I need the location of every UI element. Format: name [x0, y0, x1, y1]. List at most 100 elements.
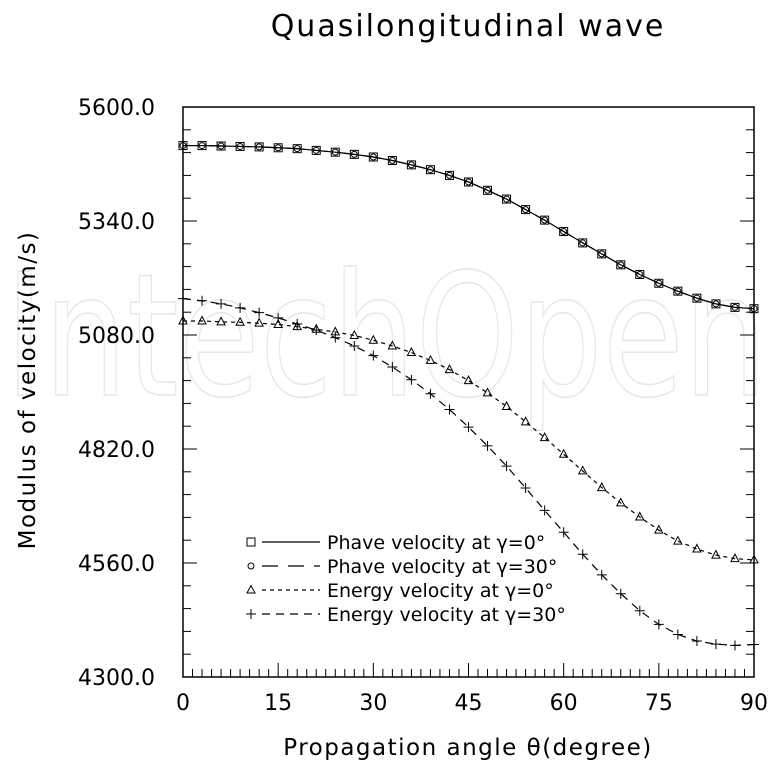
series-3-point: [692, 543, 702, 553]
series-4-point: [653, 619, 664, 630]
series-1-point: [654, 278, 664, 288]
series-1-point: [673, 286, 683, 296]
series-3-point: [615, 497, 626, 507]
series-2-point: [522, 206, 530, 214]
series-2-point: [407, 161, 415, 169]
legend: Phave velocity at γ=0°Phave velocity at …: [246, 532, 566, 626]
series-1-point: [730, 302, 740, 312]
series-2-point: [617, 261, 625, 269]
series-3-point: [749, 554, 759, 564]
series-4-point: [387, 362, 398, 373]
series-4-point: [672, 629, 683, 640]
series-4-point: [178, 293, 188, 304]
series-3-point: [292, 321, 303, 331]
series-2-point: [198, 142, 206, 150]
series-4-point: [368, 350, 379, 361]
series-1-point: [387, 155, 397, 165]
legend-label-1: Phave velocity at γ=0°: [327, 532, 545, 554]
series-2-point: [369, 153, 377, 161]
series-2-point: [579, 239, 587, 247]
y-tick-label: 4560.0: [78, 552, 155, 577]
series-3-point: [387, 340, 398, 350]
series-2-point: [598, 250, 606, 258]
series-3-point: [425, 354, 436, 364]
series-4-point: [197, 295, 208, 306]
series-4-point: [634, 605, 645, 616]
series-3-point: [673, 535, 683, 545]
series-2-point: [655, 279, 663, 287]
series-4-point: [596, 569, 607, 580]
series-4-point: [615, 588, 626, 599]
x-tick-label: 90: [740, 691, 768, 716]
series-1-point: [578, 238, 588, 248]
series-2-point: [445, 171, 453, 179]
series-1-point: [483, 185, 493, 195]
series-2-point: [636, 270, 644, 278]
series-1-point: [711, 299, 721, 309]
series-2-point: [426, 166, 434, 174]
series-3-point: [653, 524, 664, 534]
legend-marker-4: [246, 609, 256, 619]
series-4-point: [406, 374, 417, 385]
legend-marker-2: [247, 562, 255, 570]
series-2-point: [731, 303, 739, 311]
series-4-point: [691, 636, 702, 647]
series-2-point: [350, 150, 358, 158]
legend-marker-3: [246, 584, 256, 594]
series-4-point: [482, 440, 493, 451]
series-4-point: [311, 325, 322, 336]
series-2-point: [750, 305, 758, 313]
series-2-point: [674, 287, 682, 295]
x-tick-label: 60: [550, 691, 578, 716]
series-4-point: [349, 340, 360, 351]
series-3-point: [539, 432, 550, 442]
series-4-point: [292, 319, 303, 330]
series-3-point: [520, 416, 531, 426]
series-1-point: [540, 215, 550, 225]
series-4-point: [273, 312, 284, 323]
series-2-point: [217, 142, 225, 150]
series-1-point: [559, 227, 569, 237]
series-3-point: [235, 316, 245, 326]
y-tick-label: 4820.0: [78, 438, 155, 463]
series-4-point: [425, 388, 436, 399]
series-3-point: [368, 334, 379, 344]
x-tick-label: 45: [455, 691, 483, 716]
series-2-point: [503, 195, 511, 203]
series-4-point: [749, 639, 759, 650]
series-3-point: [596, 482, 607, 492]
series-2-point: [293, 145, 301, 153]
series-1-point: [597, 249, 607, 259]
series-line-2: [183, 144, 755, 310]
series-2-point: [179, 142, 187, 150]
series-3-point: [501, 400, 512, 410]
series-3-point: [197, 315, 207, 325]
series-1-point: [692, 293, 702, 303]
x-tick-label: 75: [645, 691, 673, 716]
series-3-point: [558, 448, 569, 458]
series-2-point: [388, 156, 396, 164]
series-3-point: [178, 315, 188, 325]
series-3-point: [216, 316, 226, 326]
legend-marker-1: [246, 537, 256, 547]
series-4-point: [501, 461, 512, 472]
series-3-point: [730, 553, 740, 563]
x-tick-label: 30: [359, 691, 387, 716]
chart-title: Quasilongitudinal wave: [271, 9, 666, 44]
series-4-point: [710, 639, 721, 650]
series-1-point: [616, 260, 626, 270]
series-2-point: [541, 216, 549, 224]
series-4-point: [254, 307, 265, 318]
series-4-point: [558, 527, 569, 538]
x-axis-label: Propagation angle θ(degree): [283, 735, 653, 761]
y-axis-label: Modulus of velocity(m/s): [15, 231, 41, 550]
series-3-point: [444, 364, 455, 374]
series-4-point: [330, 332, 341, 343]
series-2-point: [484, 186, 492, 194]
plot-area: 0 15 30 45 60 75 90 4300.0 4560.0 4820.0 5080.0 534…: [78, 96, 768, 716]
series-4-point: [729, 640, 740, 651]
series-3-point: [482, 387, 493, 397]
series-line-3: [183, 320, 755, 561]
series-4-point: [577, 549, 588, 560]
